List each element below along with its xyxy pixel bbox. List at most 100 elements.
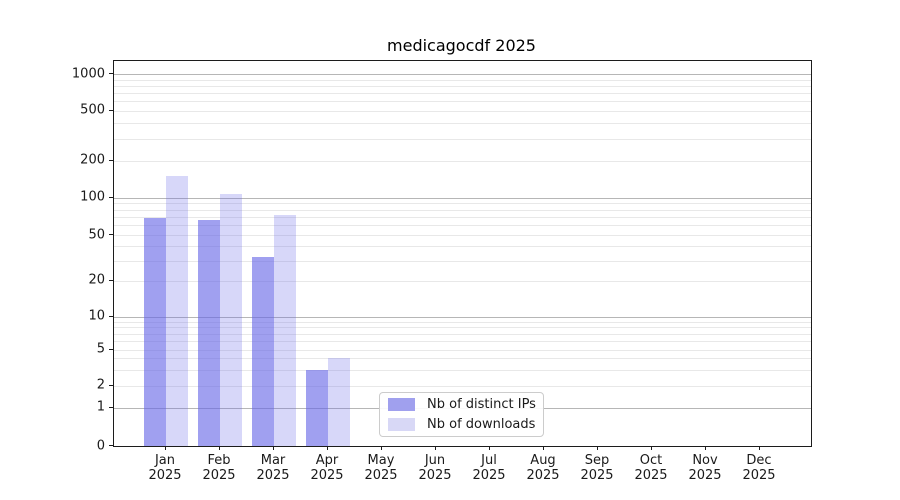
x-tick-label: Nov 2025: [688, 453, 721, 484]
x-tick-mark: [435, 446, 436, 450]
y-tick-label: 10: [88, 308, 105, 324]
x-tick-year: 2025: [202, 468, 236, 484]
minor-gridline: [114, 216, 811, 218]
y-tick-label: 100: [80, 189, 105, 205]
y-tick-label: 1000: [71, 66, 105, 82]
x-tick-label: Dec 2025: [742, 453, 775, 484]
y-tick-mark: [109, 196, 113, 198]
x-tick-mark: [759, 446, 760, 450]
y-tick-mark: [109, 234, 113, 236]
x-tick-year: 2025: [742, 468, 776, 484]
y-tick-mark: [109, 73, 113, 75]
x-tick-year: 2025: [688, 468, 722, 484]
x-tick-mark: [597, 446, 598, 450]
x-tick-mark: [165, 446, 166, 450]
bar-distinct-ips: [306, 369, 328, 446]
minor-gridline: [114, 260, 811, 262]
minor-gridline: [114, 123, 811, 125]
y-tick-mark: [109, 315, 113, 317]
bar-downloads: [274, 215, 296, 446]
x-tick-year: 2025: [580, 468, 614, 484]
minor-gridline: [114, 358, 811, 360]
x-tick-mark: [489, 446, 490, 450]
x-tick-label: Sep 2025: [580, 453, 613, 484]
x-tick-year: 2025: [148, 468, 182, 484]
x-tick-month: Sep: [584, 453, 610, 468]
x-tick-month: Jan: [154, 453, 176, 468]
minor-gridline: [114, 321, 811, 323]
x-tick-year: 2025: [364, 468, 398, 484]
x-tick-month: Jun: [424, 453, 446, 468]
legend-label-distinct-ips: Nb of distinct IPs: [427, 397, 536, 412]
bar-downloads: [328, 358, 350, 446]
y-tick-mark: [109, 348, 113, 350]
x-tick-month: Aug: [530, 453, 556, 468]
x-tick-year: 2025: [418, 468, 452, 484]
x-tick-month: Nov: [692, 453, 718, 468]
x-tick-mark: [219, 446, 220, 450]
minor-gridline: [114, 79, 811, 81]
x-tick-label: Jan 2025: [148, 453, 181, 484]
bar-distinct-ips: [198, 220, 220, 446]
x-tick-label: May 2025: [364, 453, 397, 484]
legend-item-downloads: Nb of downloads: [388, 417, 535, 432]
x-tick-mark: [327, 446, 328, 450]
minor-gridline: [114, 101, 811, 103]
y-tick-label: 1: [96, 399, 105, 415]
minor-gridline: [114, 385, 811, 387]
major-gridline: [114, 316, 811, 318]
minor-gridline: [114, 340, 811, 342]
y-tick-label: 5: [96, 341, 105, 357]
x-tick-label: Aug 2025: [526, 453, 559, 484]
x-tick-label: Apr 2025: [310, 453, 343, 484]
minor-gridline: [114, 333, 811, 335]
y-tick-mark: [109, 109, 113, 111]
x-tick-label: Jun 2025: [418, 453, 451, 484]
y-tick-label: 2: [96, 377, 105, 393]
x-tick-month: Jul: [481, 453, 497, 468]
y-tick-mark: [109, 406, 113, 408]
legend: Nb of distinct IPs Nb of downloads: [379, 392, 544, 437]
legend-label-downloads: Nb of downloads: [427, 417, 536, 432]
x-tick-year: 2025: [310, 468, 344, 484]
y-tick-mark: [109, 445, 113, 446]
x-tick-year: 2025: [634, 468, 668, 484]
y-tick-label: 0: [96, 438, 105, 453]
minor-gridline: [114, 225, 811, 227]
y-tick-label: 20: [88, 272, 105, 288]
bar-distinct-ips: [144, 218, 166, 446]
y-tick-mark: [109, 384, 113, 386]
minor-gridline: [114, 327, 811, 329]
x-tick-mark: [381, 446, 382, 450]
x-tick-label: Jul 2025: [472, 453, 505, 484]
y-tick-mark: [109, 279, 113, 281]
major-gridline: [114, 197, 811, 199]
minor-gridline: [114, 209, 811, 211]
y-tick-label: 200: [80, 152, 105, 168]
x-tick-month: Oct: [639, 453, 663, 468]
x-tick-label: Oct 2025: [634, 453, 667, 484]
x-tick-year: 2025: [526, 468, 560, 484]
bar-distinct-ips: [252, 257, 274, 446]
x-tick-mark: [651, 446, 652, 450]
x-tick-mark: [543, 446, 544, 450]
minor-gridline: [114, 369, 811, 371]
minor-gridline: [114, 138, 811, 140]
x-tick-label: Mar 2025: [256, 453, 289, 484]
minor-gridline: [114, 110, 811, 112]
major-gridline: [114, 74, 811, 76]
minor-gridline: [114, 160, 811, 162]
x-tick-month: Dec: [746, 453, 772, 468]
bar-downloads: [220, 193, 242, 446]
minor-gridline: [114, 235, 811, 237]
chart-title: medicagocdf 2025: [387, 36, 536, 55]
legend-swatch-downloads-icon: [388, 418, 415, 431]
x-tick-year: 2025: [256, 468, 290, 484]
x-tick-label: Feb 2025: [202, 453, 235, 484]
minor-gridline: [114, 93, 811, 95]
x-tick-mark: [705, 446, 706, 450]
x-tick-year: 2025: [472, 468, 506, 484]
y-tick-label: 50: [88, 227, 105, 243]
x-tick-month: May: [367, 453, 395, 468]
minor-gridline: [114, 203, 811, 205]
